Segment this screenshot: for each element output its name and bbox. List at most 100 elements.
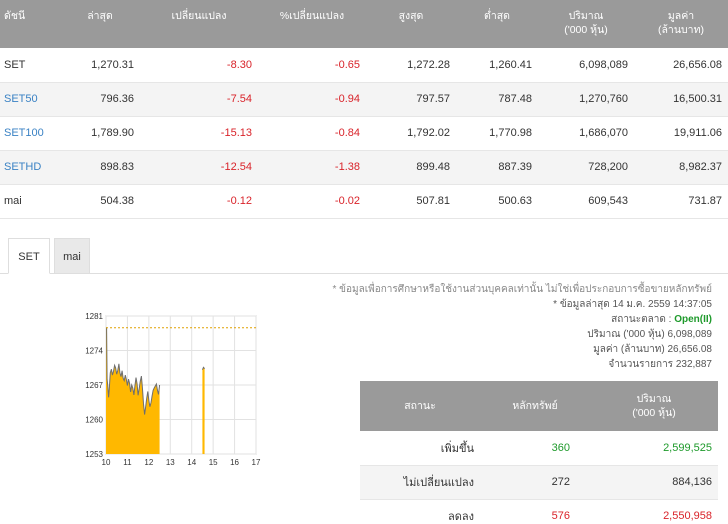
index-last: 898.83 xyxy=(60,150,140,185)
index-low: 1,770.98 xyxy=(456,116,538,151)
index-high: 1,272.28 xyxy=(366,48,456,83)
index-pct-change: -0.02 xyxy=(258,184,366,219)
header-securities: หลักทรัพย์ xyxy=(480,381,590,431)
advance-decline-table: สถานะ หลักทรัพย์ ปริมาณ ('000 หุ้น) เพิ่… xyxy=(360,381,718,524)
header-change: เปลี่ยนแปลง xyxy=(140,0,258,48)
index-pct-change: -0.94 xyxy=(258,82,366,117)
chart-x-ticks: 10 11 12 13 14 15 16 17 xyxy=(102,458,261,467)
tab-mai[interactable]: mai xyxy=(54,238,90,274)
index-low: 787.48 xyxy=(456,82,538,117)
index-change: -0.12 xyxy=(140,184,258,219)
total-value-value: 26,656.08 xyxy=(667,344,713,355)
header-volume-line2: ('000 หุ้น) xyxy=(564,24,608,36)
total-volume: ปริมาณ ('000 หุ้น) 6,098,089 xyxy=(332,327,712,342)
index-name: SET xyxy=(0,48,60,83)
status-row-advance: เพิ่มขึ้น 360 2,599,525 xyxy=(360,431,718,466)
advance-decline-header: สถานะ หลักทรัพย์ ปริมาณ ('000 หุ้น) xyxy=(360,381,718,431)
index-name-link[interactable]: SET50 xyxy=(0,82,60,117)
total-volume-value: 6,098,089 xyxy=(667,329,713,340)
index-table-header: ดัชนี ล่าสุด เปลี่ยนแปลง %เปลี่ยนแปลง สู… xyxy=(0,0,728,48)
chart-y-ticks: 1281 1274 1267 1260 1253 xyxy=(85,312,103,459)
status-label: เพิ่มขึ้น xyxy=(360,431,480,466)
header-ad-volume-line2: ('000 หุ้น) xyxy=(632,407,676,419)
index-value: 16,500.31 xyxy=(634,82,728,117)
chart-x-tick-label: 12 xyxy=(144,458,153,467)
status-volume: 2,550,958 xyxy=(590,499,718,524)
status-row-unchanged: ไม่เปลี่ยนแปลง 272 884,136 xyxy=(360,465,718,500)
header-low: ต่ำสุด xyxy=(456,0,538,48)
index-row-set50: SET50 796.36 -7.54 -0.94 797.57 787.48 1… xyxy=(0,82,728,117)
index-pct-change: -0.84 xyxy=(258,116,366,151)
index-row-set: SET 1,270.31 -8.30 -0.65 1,272.28 1,260.… xyxy=(0,48,728,83)
total-trades-value: 232,887 xyxy=(675,359,712,370)
total-volume-label: ปริมาณ ('000 หุ้น) xyxy=(587,329,665,340)
index-volume: 1,686,070 xyxy=(538,116,634,151)
total-trades-label: จำนวนรายการ xyxy=(608,359,674,370)
status-label: ไม่เปลี่ยนแปลง xyxy=(360,465,480,500)
chart-y-tick-label: 1267 xyxy=(85,381,103,390)
header-high: สูงสุด xyxy=(366,0,456,48)
market-status-value: Open(II) xyxy=(674,314,712,325)
header-value-line2: (ล้านบาท) xyxy=(658,24,704,36)
index-name-link[interactable]: SET100 xyxy=(0,116,60,151)
total-trades: จำนวนรายการ 232,887 xyxy=(332,357,712,372)
chart-x-tick-label: 10 xyxy=(102,458,111,467)
tab-set[interactable]: SET xyxy=(8,238,50,274)
market-status-label: สถานะตลาด : xyxy=(611,314,672,325)
market-info-panel: * ข้อมูลเพื่อการศึกษาหรือใช้งานส่วนบุคคล… xyxy=(332,282,713,372)
chart-x-tick-label: 13 xyxy=(166,458,175,467)
index-volume: 1,270,760 xyxy=(538,82,634,117)
index-row-mai: mai 504.38 -0.12 -0.02 507.81 500.63 609… xyxy=(0,184,728,219)
index-last: 504.38 xyxy=(60,184,140,219)
index-volume: 728,200 xyxy=(538,150,634,185)
index-change: -15.13 xyxy=(140,116,258,151)
chart-area-fill xyxy=(202,367,205,454)
index-value: 19,911.06 xyxy=(634,116,728,151)
index-high: 899.48 xyxy=(366,150,456,185)
index-value: 8,982.37 xyxy=(634,150,728,185)
last-updated: * ข้อมูลล่าสุด 14 ม.ค. 2559 14:37:05 xyxy=(553,299,712,310)
total-value-label: มูลค่า (ล้านบาท) xyxy=(593,344,665,355)
index-last: 1,789.90 xyxy=(60,116,140,151)
index-table: ดัชนี ล่าสุด เปลี่ยนแปลง %เปลี่ยนแปลง สู… xyxy=(0,0,728,219)
index-last: 1,270.31 xyxy=(60,48,140,83)
index-last: 796.36 xyxy=(60,82,140,117)
header-volume: ปริมาณ ('000 หุ้น) xyxy=(538,0,634,48)
status-count: 576 xyxy=(480,499,590,524)
chart-y-tick-label: 1253 xyxy=(85,450,103,459)
intraday-chart: 1281 1274 1267 1260 1253 10 11 12 13 14 15 16 17 xyxy=(85,312,261,467)
index-value: 26,656.08 xyxy=(634,48,728,83)
chart-x-tick-label: 16 xyxy=(230,458,239,467)
header-last: ล่าสุด xyxy=(60,0,140,48)
index-low: 887.39 xyxy=(456,150,538,185)
index-change: -7.54 xyxy=(140,82,258,117)
market-tabs: SET mai xyxy=(0,232,728,274)
chart-x-tick-label: 15 xyxy=(209,458,218,467)
market-status: สถานะตลาด : Open(II) xyxy=(332,312,712,327)
index-value: 731.87 xyxy=(634,184,728,219)
index-name: mai xyxy=(0,184,60,219)
index-high: 507.81 xyxy=(366,184,456,219)
status-count: 360 xyxy=(480,431,590,466)
chart-x-tick-label: 17 xyxy=(252,458,261,467)
header-status: สถานะ xyxy=(360,381,480,431)
index-pct-change: -0.65 xyxy=(258,48,366,83)
header-pct-change: %เปลี่ยนแปลง xyxy=(258,0,366,48)
status-row-decline: ลดลง 576 2,550,958 xyxy=(360,499,718,524)
total-value: มูลค่า (ล้านบาท) 26,656.08 xyxy=(332,342,712,357)
index-high: 797.57 xyxy=(366,82,456,117)
chart-x-tick-label: 14 xyxy=(187,458,196,467)
disclaimer-note: * ข้อมูลเพื่อการศึกษาหรือใช้งานส่วนบุคคล… xyxy=(332,284,713,295)
index-high: 1,792.02 xyxy=(366,116,456,151)
index-name-link[interactable]: SETHD xyxy=(0,150,60,185)
status-volume: 2,599,525 xyxy=(590,431,718,466)
index-low: 1,260.41 xyxy=(456,48,538,83)
header-value: มูลค่า (ล้านบาท) xyxy=(634,0,728,48)
status-count: 272 xyxy=(480,465,590,500)
header-ad-volume-line1: ปริมาณ xyxy=(636,393,672,405)
header-ad-volume: ปริมาณ ('000 หุ้น) xyxy=(590,381,718,431)
chart-area xyxy=(106,327,205,454)
chart-series-line xyxy=(106,327,161,415)
status-volume: 884,136 xyxy=(590,465,718,500)
chart-series-line xyxy=(201,366,205,370)
